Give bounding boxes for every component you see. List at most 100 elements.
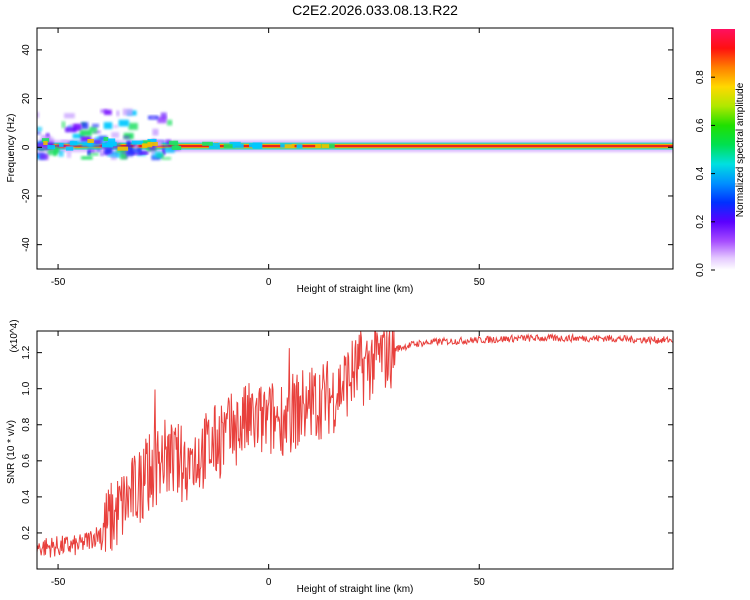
spectral-noise-blob [47,150,57,156]
spectral-noise-blob [88,152,99,156]
spectral-noise-blob [104,109,112,115]
spectral-noise-blob [152,151,163,159]
spectral-noise-blob [44,137,55,143]
snr-multiplier: (x10^4) [9,319,20,352]
snr-ytick-label: 0.6 [21,453,32,467]
spectral-noise-blob [123,136,130,139]
snr-ytick-label: 1.0 [21,381,32,395]
spectral-noise-blob [88,149,95,153]
spectral-noise-blob [152,128,159,136]
spectral-noise-blob [72,133,85,139]
spectral-noise-blob [81,141,93,148]
spectral-noise-blob [110,154,117,160]
spectrogram-ytick-label: -20 [21,188,32,203]
spectral-noise-blob [107,154,119,157]
snr-ylabel: SNR (10 * v/v) [6,420,17,484]
spectral-noise-blob [79,129,92,137]
spectral-noise-blob [58,150,64,157]
spectral-noise-blob [38,146,47,151]
figure-title: C2E2.2026.033.08.13.R22 [292,2,458,18]
ridge-wobble-segment [117,146,129,151]
snr-xtick-label: -50 [51,577,66,588]
snr-xtick-label: 50 [474,577,486,588]
ridge-wobble-segment [147,141,158,146]
spectral-noise-blob [149,145,156,151]
spectral-noise-blob [81,156,93,160]
spectral-noise-blob [65,127,77,133]
ridge-wobble-segment [323,144,335,149]
spectral-noise-blob [66,151,72,158]
ridge-wobble-segment [142,140,151,145]
spectral-noise-blob [151,151,155,154]
spectral-noise-blob [125,146,133,153]
spectral-noise-blob [37,126,43,132]
spectral-noise-blob [87,141,95,148]
ridge-wobble-segment [59,142,64,147]
spectral-noise-blob [161,143,169,146]
ridge-wobble-segment [252,142,263,147]
snr-series-line [37,331,673,558]
spectral-noise-blob [111,132,120,138]
spectrogram-ytick-label: 20 [21,93,32,105]
spectral-noise-blob [137,148,142,153]
ridge-wobble-segment [252,144,263,149]
spectral-noise-blob [92,123,99,128]
spectral-noise-blob [64,113,75,119]
spectral-noise-blob [130,148,142,152]
snr-ytick-label: 1.2 [21,345,32,359]
ridge-wobble-segment [168,140,178,145]
colorbar-tick-label: 0.8 [695,70,706,84]
spectral-noise-blob [81,122,89,130]
snr-xlabel: Height of straight line (km) [297,584,414,595]
spectrogram-ytick-label: -40 [21,237,32,252]
spectrogram-xtick-label: 50 [474,277,486,288]
spectral-noise-blob [81,137,91,140]
ridge-wobble-segment [103,136,109,141]
spectral-noise-blob [100,152,104,156]
spectrogram-frame [36,27,674,270]
spectral-noise-blob [116,110,120,117]
spectral-noise-blob [118,119,130,127]
ridge-wobble-segment [296,144,303,149]
heatmap [37,108,673,161]
colorbar-tick-label: 0.4 [695,166,706,180]
ridge-wobble-segment [65,146,74,151]
ridge-wobble-segment [284,144,295,149]
ridge-wobble-segment [41,138,50,143]
spectrogram-xlabel: Height of straight line (km) [297,284,414,295]
snr-xtick-label: 0 [266,577,272,588]
spectral-noise-blob [104,147,113,154]
spectrogram-ylabel: Frequency (Hz) [6,114,17,183]
spectral-noise-blob [103,122,113,129]
spectral-noise-blob [93,139,102,145]
spectral-noise-blob [166,139,171,146]
spectral-noise-blob [167,119,173,126]
ridge-wobble-segment [147,138,157,143]
snr-ytick-label: 0.2 [21,526,32,540]
spectral-noise-blob [120,153,128,160]
colorbar-tick-label: 0.0 [695,263,706,277]
spectral-noise-blob [161,157,172,160]
spectral-noise-blob [100,109,108,113]
snr-ytick-label: 0.4 [21,489,32,503]
spectral-noise-blob [61,140,68,143]
ridge-wobble-segment [141,143,153,148]
colorbar-gradient [711,29,735,270]
spectral-noise-blob [155,140,162,147]
ridge-wobble-segment [202,141,213,146]
ridge-wobble-segment [321,144,330,149]
spectral-noise-blob [96,149,101,152]
spectral-noise-blob [131,152,142,155]
ridge-wobble-segment [131,140,144,145]
ridge-wobble-segment [315,143,326,148]
spectrogram-panel: -50 0 50 -40 -20 0 20 40 Height of straight li… [6,27,674,295]
spectrogram-xtick-label: -50 [51,277,66,288]
spectral-noise-blob [37,142,48,148]
ridge-wobble-segment [87,139,94,144]
ridge-wobble-segment [210,142,220,147]
ridge-wobble-segment [174,145,179,150]
colorbar-tick-label: 0.2 [695,214,706,228]
spectral-noise-blob [139,152,149,155]
ridge-core [37,144,673,148]
